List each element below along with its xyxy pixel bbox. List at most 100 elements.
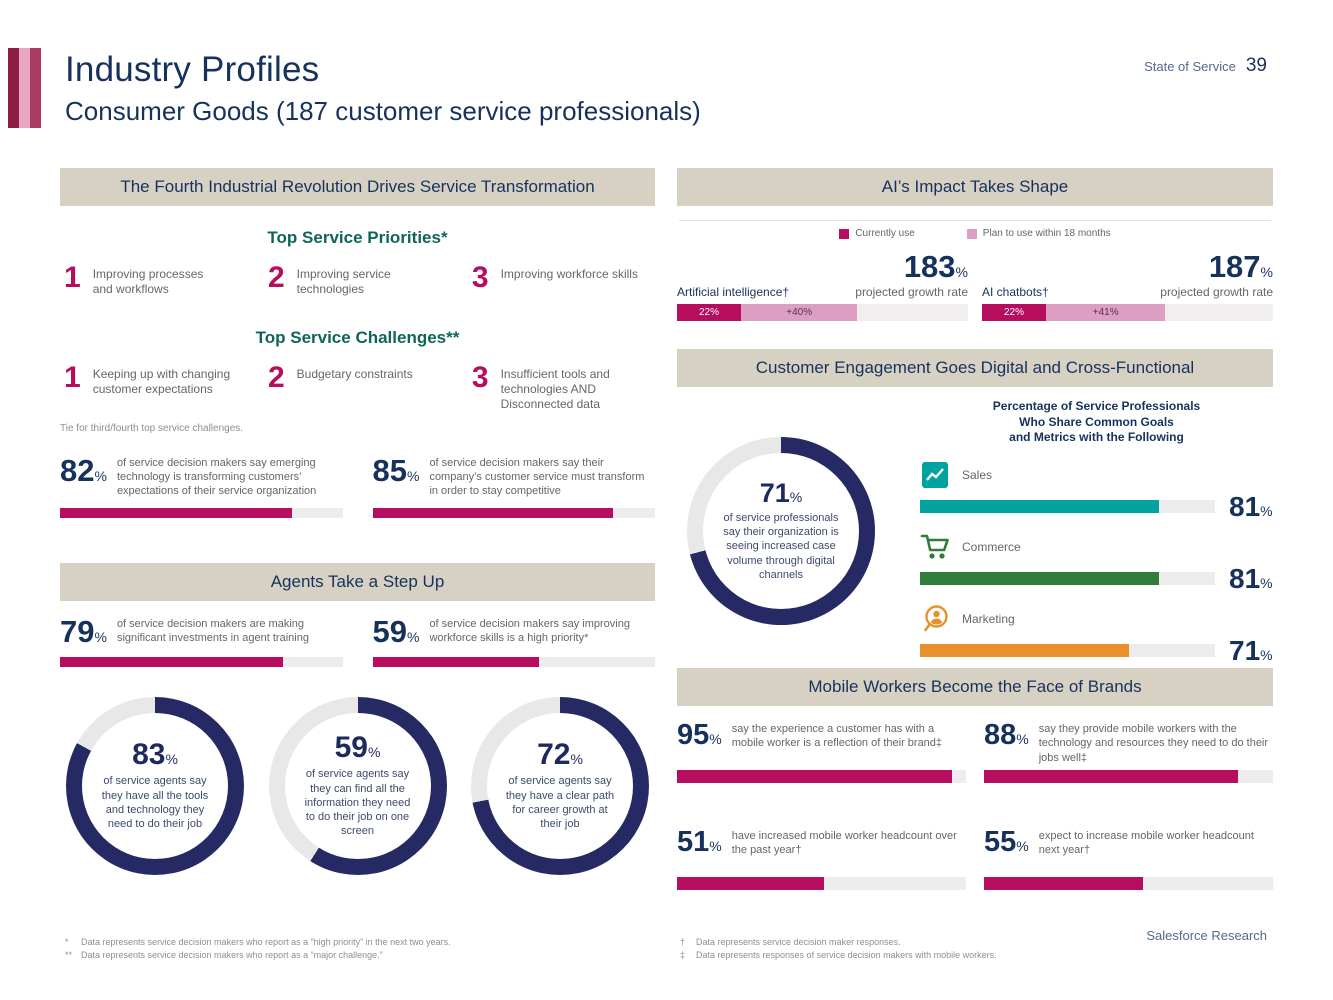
share-value: 81%: [1229, 490, 1273, 522]
share-label: Marketing: [962, 611, 1015, 626]
donut-chart-one-screen: 59% of service agents say they can find …: [268, 697, 447, 875]
stat-bar-fill: [372, 507, 613, 518]
share-bar: [920, 572, 1215, 586]
stat-workforce-skills: 59% of service decision makers say impro…: [372, 616, 655, 667]
report-name: State of Service: [1144, 59, 1236, 74]
donut-value: 71%: [759, 477, 803, 508]
priorities-heading: Top Service Priorities*: [267, 228, 448, 247]
section-title: Mobile Workers Become the Face of Brands: [808, 677, 1142, 696]
stat-description: say they provide mobile workers with the…: [1038, 723, 1269, 764]
share-label: Sales: [962, 467, 993, 482]
priority-item: 3 Improving workforce skills: [472, 263, 651, 298]
stat-value: 51%: [677, 826, 722, 858]
brand-stripe: [30, 48, 41, 128]
marketing-person-icon: [920, 604, 952, 634]
research-credit: Salesforce Research: [1146, 928, 1267, 943]
share-label: Commerce: [962, 539, 1021, 554]
legend-label: Currently use: [855, 228, 915, 239]
shared-goals-panel: Percentage of Service Professionals Who …: [920, 399, 1273, 676]
section-agents-step-up: Agents Take a Step Up 79% of service dec…: [60, 563, 655, 875]
stat-value: 85%: [372, 452, 420, 488]
stat-value: 95%: [677, 719, 722, 751]
growth-value: 187%: [1208, 249, 1273, 284]
share-bar: [920, 500, 1215, 514]
stat-emerging-technology: 82% of service decision makers say emerg…: [60, 455, 343, 518]
priority-rank: 2: [267, 261, 285, 294]
stat-description: of service decision makers say emerging …: [116, 456, 317, 498]
stat-bar-fill: [60, 657, 284, 667]
ai-charts: 183% Artificial intelligence† projected …: [677, 251, 1273, 321]
priority-label: Improving workforce skills: [500, 267, 638, 281]
ai-stacked-bar: 22% +40%: [677, 304, 968, 321]
stat-value: 55%: [984, 826, 1029, 858]
challenge-rank: 3: [471, 360, 489, 394]
section-ai-impact: AI’s Impact Takes Shape Currently use Pl…: [677, 168, 1273, 321]
stat-value: 79%: [60, 614, 107, 649]
page-title: Industry Profiles: [65, 50, 320, 89]
donut-description: of service agents say they can find all …: [304, 768, 411, 838]
challenge-item: 2 Budgetary constraints: [268, 362, 472, 413]
ai-chart-chatbots: 187% AI chatbots† projected growth rate …: [982, 251, 1273, 321]
section-header: AI’s Impact Takes Shape: [677, 168, 1273, 206]
stat-description: of service decision makers say improving…: [429, 618, 630, 645]
legend-swatch: [839, 228, 850, 239]
donut-description: of service agents say they have all the …: [101, 775, 209, 831]
challenge-rank: 1: [64, 360, 81, 394]
footnote: ‡ Data represents responses of service d…: [680, 950, 997, 961]
stat-bar: [60, 507, 343, 518]
currently-use-segment: 22%: [677, 304, 742, 321]
stat-headcount-next-year: 55% expect to increase mobile worker hea…: [984, 826, 1273, 890]
stat-bar-fill: [984, 770, 1239, 783]
stat-bar: [372, 507, 655, 518]
ai-legend: Currently use Plan to use within 18 mont…: [679, 220, 1271, 239]
challenge-label: Budgetary constraints: [296, 366, 413, 381]
stat-bar: [984, 877, 1273, 890]
stat-headcount-past-year: 51% have increased mobile worker headcou…: [677, 826, 966, 890]
section-title: Customer Engagement Goes Digital and Cro…: [755, 358, 1195, 377]
brand-stripes: [8, 48, 41, 128]
ai-chart-label: AI chatbots†: [982, 285, 1049, 299]
priority-item: 1 Improving processes and workflows: [64, 263, 268, 298]
challenge-label: Keeping up with changing customer expect…: [92, 366, 231, 397]
ai-chart-label: Artificial intelligence†: [677, 285, 790, 299]
top-service-priorities-list: 1 Improving processes and workflows 2 Im…: [60, 261, 655, 298]
share-row-marketing: Marketing 71%: [920, 604, 1273, 665]
donut-value: 72%: [537, 738, 583, 772]
share-value: 81%: [1229, 562, 1273, 594]
page-subtitle: Consumer Goods (187 customer service pro…: [65, 96, 701, 126]
section-header: Customer Engagement Goes Digital and Cro…: [677, 349, 1273, 387]
bar-chart-icon: [920, 461, 952, 489]
currently-use-segment: 22%: [982, 304, 1047, 321]
stat-value: 88%: [984, 719, 1029, 751]
share-row-commerce: Commerce 81%: [920, 532, 1273, 593]
donut-description: of service professionals say their organ…: [723, 511, 839, 581]
share-bar-fill: [920, 644, 1130, 658]
section-service-transformation: The Fourth Industrial Revolution Drives …: [60, 168, 655, 518]
stat-bar: [677, 770, 966, 783]
report-meta: State of Service 39: [1144, 55, 1267, 77]
priority-item: 2 Improving service technologies: [267, 261, 472, 298]
section-title: Agents Take a Step Up: [270, 572, 445, 591]
stat-bar-fill: [372, 657, 540, 667]
share-bar: [920, 644, 1215, 658]
footnote: * Data represents service decision maker…: [65, 937, 451, 947]
share-bar-fill: [920, 572, 1159, 586]
donut-chart-career-growth: 72% of service agents say they have a cl…: [471, 697, 649, 875]
section-header: Agents Take a Step Up: [60, 563, 655, 601]
ai-chart-artificial-intelligence: 183% Artificial intelligence† projected …: [677, 251, 968, 321]
growth-label: projected growth rate: [855, 285, 968, 299]
section-title: The Fourth Industrial Revolution Drives …: [120, 177, 595, 196]
stat-description: say the experience a customer has with a…: [731, 723, 943, 750]
plan-to-use-segment: +40%: [741, 304, 858, 321]
legend-plan-to-use: Plan to use within 18 months: [966, 228, 1111, 239]
mobile-stats-grid: 95% say the experience a customer has wi…: [677, 719, 1273, 890]
page-number: 39: [1245, 55, 1267, 76]
challenges-heading: Top Service Challenges**: [255, 327, 460, 347]
share-value: 71%: [1229, 634, 1273, 666]
stat-bar: [60, 657, 343, 667]
footnote: ** Data represents service decision make…: [65, 950, 383, 961]
section-header: Mobile Workers Become the Face of Brands: [677, 668, 1273, 706]
plan-to-use-segment: +41%: [1046, 304, 1166, 321]
stat-description: have increased mobile worker headcount o…: [731, 830, 957, 857]
